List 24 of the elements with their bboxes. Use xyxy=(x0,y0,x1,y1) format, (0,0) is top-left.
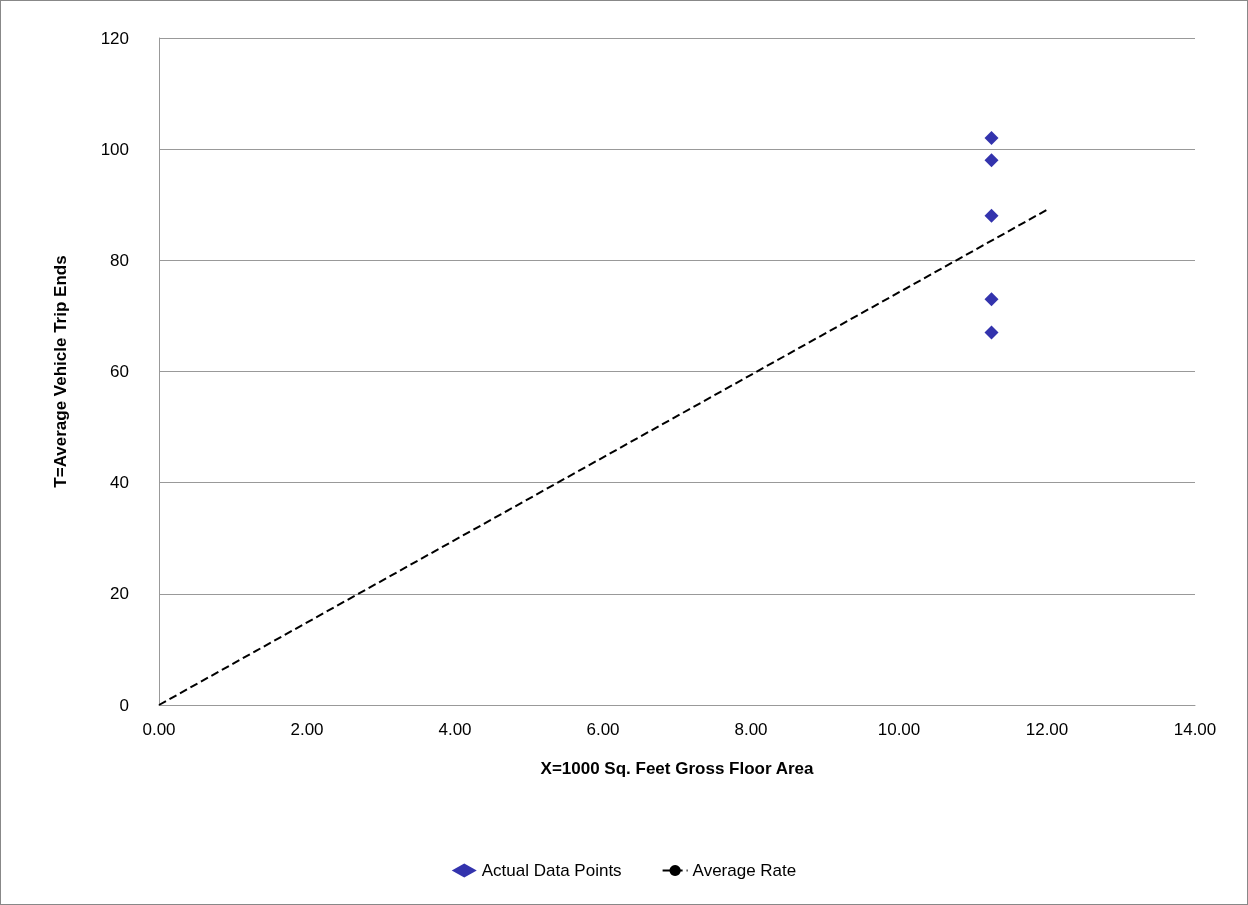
point xyxy=(984,292,999,307)
y-tick-label: 100 xyxy=(100,139,129,159)
x-tick-label: 2.00 xyxy=(290,720,324,739)
y-tick-label: 60 xyxy=(110,362,129,381)
point xyxy=(984,208,999,223)
x-tick-label: 4.00 xyxy=(438,720,472,739)
y-tick-label: 80 xyxy=(110,250,129,270)
y-tick-label: 0 xyxy=(119,695,129,715)
y-tick-label: 120 xyxy=(100,28,129,48)
x-tick-label: 8.00 xyxy=(734,720,768,739)
y-tick-label: 20 xyxy=(110,584,129,604)
x-tick-label: 0.00 xyxy=(142,720,176,739)
point xyxy=(984,131,999,146)
legend-label: Actual Data Points xyxy=(481,861,622,880)
x-tick-label: 12.00 xyxy=(1025,720,1069,739)
legend-label: Average Rate xyxy=(692,861,797,880)
x-tick-label: 10.00 xyxy=(877,720,921,739)
point xyxy=(984,325,999,340)
x-tick-label: 14.00 xyxy=(1173,720,1217,739)
y-axis-title: T=Average Vehicle Trip Ends xyxy=(51,255,70,488)
x-axis-title: X=1000 Sq. Feet Gross Floor Area xyxy=(540,759,814,778)
y-tick-label: 40 xyxy=(110,473,129,493)
x-tick-label: 6.00 xyxy=(586,720,620,739)
point xyxy=(984,153,999,168)
